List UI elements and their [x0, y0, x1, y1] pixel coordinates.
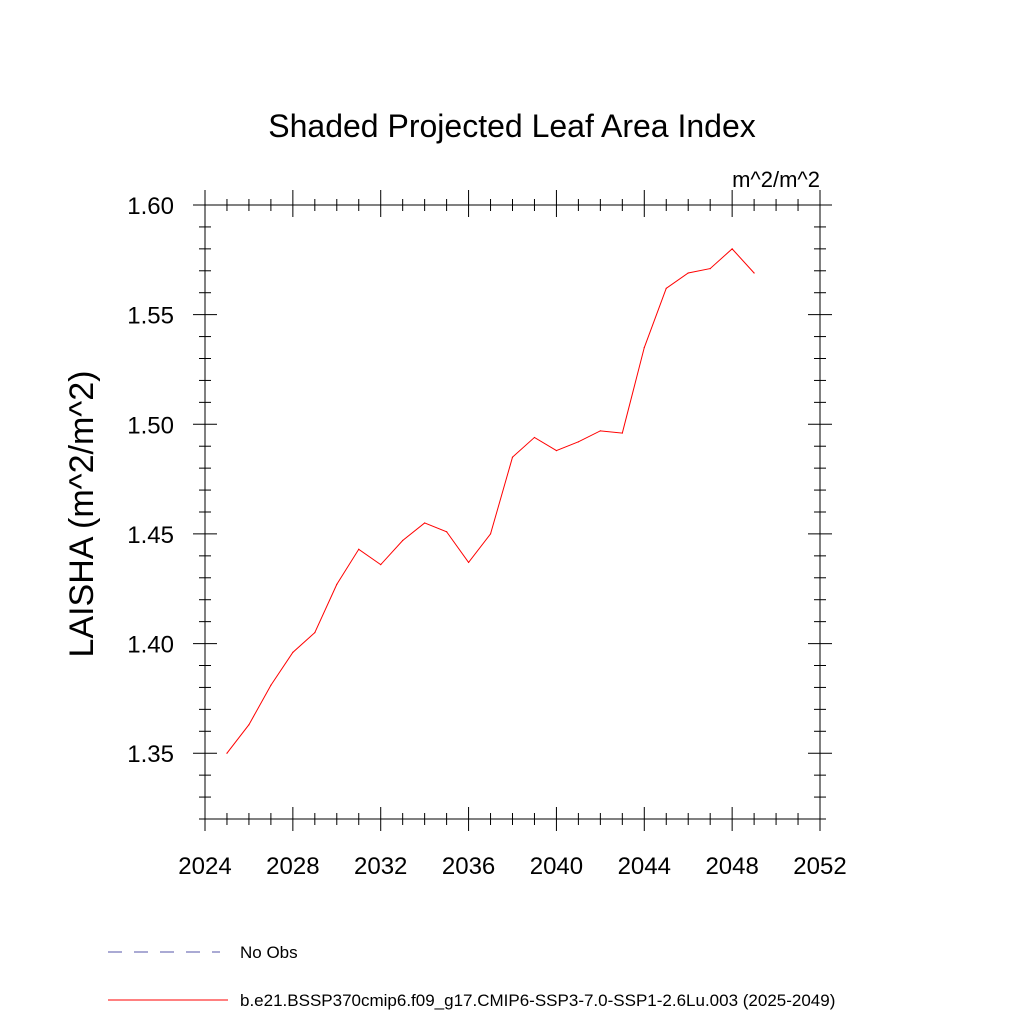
data-point: [577, 441, 579, 443]
y-tick-label: 1.40: [127, 632, 174, 659]
data-point: [270, 684, 272, 686]
data-point: [555, 450, 558, 452]
data-point: [380, 564, 382, 566]
data-point: [665, 287, 667, 289]
data-point: [292, 651, 294, 653]
x-tick-label: 2048: [705, 853, 758, 880]
series-lines: [226, 248, 755, 754]
x-tick-label: 2032: [354, 853, 407, 880]
y-tick-label: 1.55: [127, 303, 174, 330]
x-tick-label: 2028: [266, 853, 319, 880]
data-point: [731, 248, 733, 250]
x-tick-label: 2052: [793, 853, 846, 880]
data-point: [336, 583, 338, 585]
data-point: [599, 430, 601, 432]
legend: No Obs b.e21.BSSP370cmip6.f09_g17.CMIP6-S…: [108, 943, 835, 1010]
data-point: [709, 267, 711, 270]
series-line: [226, 248, 755, 754]
data-point: [511, 456, 514, 458]
y-tick-label: 1.35: [127, 741, 174, 768]
x-tick-label: 2040: [530, 853, 583, 880]
y-tick-label: 1.50: [127, 412, 174, 439]
data-point: [489, 533, 492, 535]
legend-label: b.e21.BSSP370cmip6.f09_g17.CMIP6-SSP3-7.…: [240, 991, 835, 1010]
units-label: m^2/m^2: [732, 167, 820, 192]
x-tick-label: 2036: [442, 853, 495, 880]
data-point: [424, 522, 426, 524]
y-tick-label: 1.60: [127, 193, 174, 220]
data-point: [402, 539, 404, 542]
y-tick-label: 1.45: [127, 522, 174, 549]
chart-title: Shaded Projected Leaf Area Index: [268, 108, 755, 144]
y-axis-label: LAISHA (m^2/m^2): [63, 371, 101, 658]
data-point: [533, 436, 536, 439]
x-tick-label: 2024: [178, 853, 231, 880]
data-point: [226, 752, 228, 754]
data-point: [314, 632, 316, 634]
data-point: [687, 272, 689, 274]
data-point: [643, 346, 645, 349]
axis-tick-labels: 2024 2028 2032 2036 2040 2044 2048 2052 1.35 1.40…: [127, 193, 846, 880]
data-point: [753, 272, 755, 274]
plot-area-frame: [204, 204, 821, 820]
legend-label: No Obs: [240, 943, 298, 962]
data-point: [467, 561, 470, 564]
data-point: [621, 432, 623, 434]
data-point: [248, 724, 250, 726]
data-point: [446, 531, 448, 533]
x-tick-label: 2044: [618, 853, 671, 880]
data-point: [358, 548, 360, 550]
axis-ticks: [193, 190, 832, 831]
